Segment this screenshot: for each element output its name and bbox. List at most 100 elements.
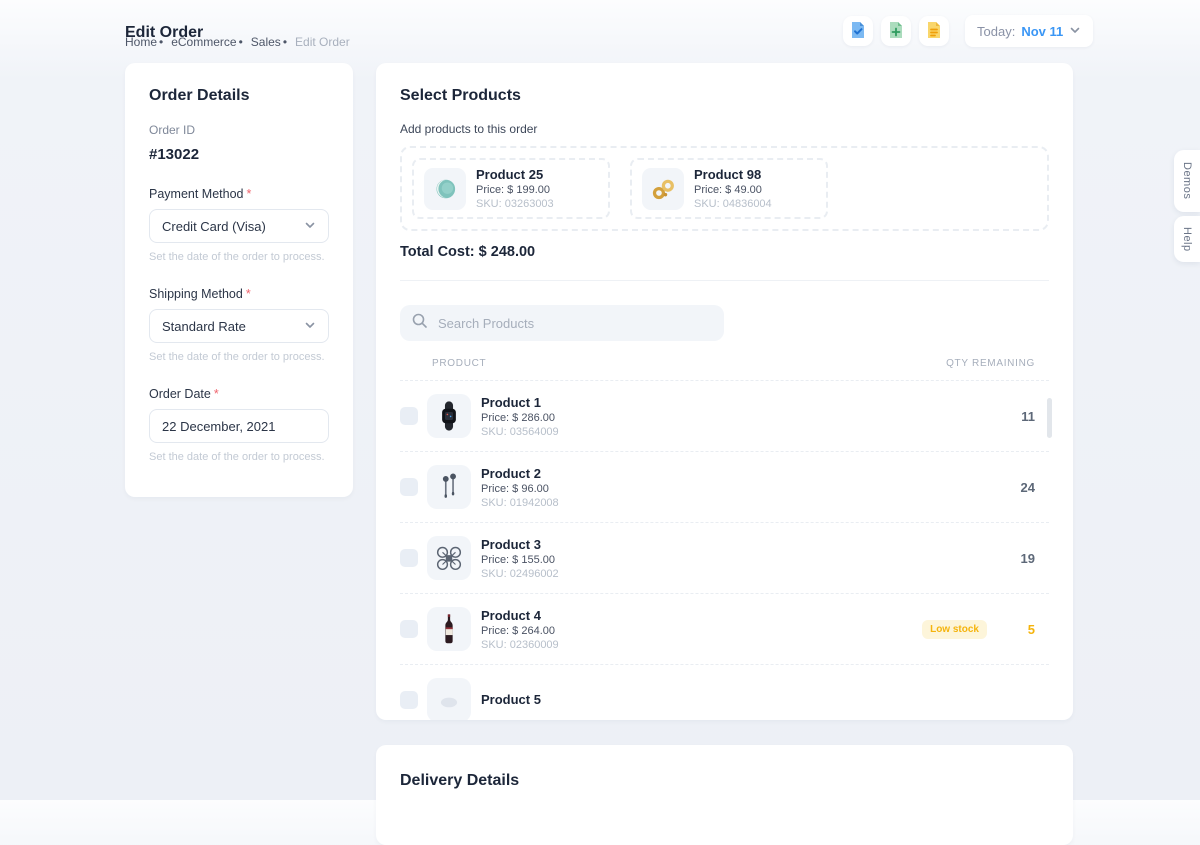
order-id-value: #13022	[149, 146, 200, 163]
breadcrumb-item[interactable]: Sales	[250, 35, 281, 49]
product-price: Price: $ 49.00	[694, 184, 762, 196]
product-search	[400, 305, 724, 341]
side-tab-help[interactable]: Help	[1174, 216, 1200, 262]
payment-method-select[interactable]: Credit Card (Visa)	[149, 209, 329, 243]
qty-remaining: 5	[1027, 621, 1035, 637]
product-row[interactable]: Product 1 Price: $ 286.00 SKU: 03564009 11	[400, 381, 1049, 452]
payment-method-label: Payment Method *	[149, 187, 252, 201]
scrollbar-thumb[interactable]	[1047, 398, 1052, 438]
product-image	[427, 536, 471, 580]
select-products-card: Select Products Add products to this ord…	[376, 63, 1073, 720]
product-image	[424, 167, 466, 210]
select-products-subtitle: Add products to this order	[400, 122, 538, 136]
required-mark: *	[213, 387, 219, 401]
product-name: Product 3	[481, 536, 541, 552]
chevron-down-icon	[304, 219, 316, 234]
product-sku: SKU: 03263003	[476, 198, 554, 210]
breadcrumb-item[interactable]: eCommerce	[171, 35, 237, 49]
product-image	[642, 167, 684, 210]
product-sku: SKU: 02496002	[481, 567, 559, 580]
required-mark: *	[246, 187, 252, 201]
product-sku: SKU: 04836004	[694, 198, 772, 210]
order-date-value: 22 December, 2021	[162, 418, 276, 434]
product-image	[427, 394, 471, 438]
order-date-field: Order Date * 22 December, 2021 Set the da…	[149, 387, 329, 463]
side-tab-label: Demos	[1181, 162, 1193, 200]
payment-method-field: Payment Method * Credit Card (Visa) Set t…	[149, 187, 329, 263]
required-mark: *	[245, 287, 251, 301]
product-row[interactable]: Product 2 Price: $ 96.00 SKU: 01942008 24	[400, 452, 1049, 523]
delivery-details-title: Delivery Details	[400, 772, 520, 789]
product-checkbox[interactable]	[400, 407, 418, 425]
page-title: Edit Order	[125, 23, 204, 41]
field-helper-text: Set the date of the order to process.	[149, 451, 325, 463]
product-price: Price: $ 155.00	[481, 553, 555, 566]
selected-products: Product 25 Price: $ 199.00 SKU: 03263003 Pr…	[400, 146, 1049, 231]
selected-product-chip[interactable]: Product 25 Price: $ 199.00 SKU: 03263003	[412, 158, 610, 219]
product-rows: Product 1 Price: $ 286.00 SKU: 03564009 11 P…	[400, 380, 1049, 720]
product-checkbox[interactable]	[400, 620, 418, 638]
topbar-actions: Today: Nov 11	[843, 15, 1094, 47]
breadcrumb-item: Edit Order	[295, 35, 350, 49]
field-helper-text: Set the date of the order to process.	[149, 251, 325, 263]
shipping-method-select[interactable]: Standard Rate	[149, 309, 329, 343]
product-row[interactable]: Product 3 Price: $ 155.00 SKU: 02496002 19	[400, 523, 1049, 594]
product-checkbox[interactable]	[400, 549, 418, 567]
search-icon	[412, 313, 427, 333]
product-row[interactable]: Product 5	[400, 665, 1049, 720]
search-input[interactable]	[436, 314, 712, 332]
product-image	[427, 607, 471, 651]
total-cost: Total Cost: $ 248.00	[400, 244, 536, 260]
table-header: PRODUCT QTY REMAINING	[400, 358, 1049, 369]
side-tab-label: Help	[1181, 226, 1193, 252]
delivery-details-card: Delivery Details	[376, 745, 1073, 845]
shipping-method-field: Shipping Method * Standard Rate Set the d…	[149, 287, 329, 363]
file-add-icon	[888, 21, 904, 42]
product-sku: SKU: 02360009	[481, 638, 559, 651]
product-name: Product 4	[481, 607, 541, 623]
product-checkbox[interactable]	[400, 478, 418, 496]
file-report-button[interactable]	[919, 16, 949, 46]
divider	[400, 280, 1049, 281]
product-name: Product 5	[481, 691, 541, 707]
column-product: PRODUCT	[432, 358, 487, 369]
chevron-down-icon	[304, 319, 316, 334]
payment-method-value: Credit Card (Visa)	[162, 218, 266, 234]
file-check-button[interactable]	[843, 16, 873, 46]
product-checkbox[interactable]	[400, 691, 418, 709]
breadcrumb-item[interactable]: Home	[125, 35, 158, 49]
product-image	[427, 678, 471, 720]
selected-date: Nov 11	[1021, 23, 1064, 39]
low-stock-badge: Low stock	[922, 619, 987, 639]
file-add-button[interactable]	[881, 16, 911, 46]
order-details-title: Order Details	[149, 87, 250, 104]
product-row[interactable]: Product 4 Price: $ 264.00 SKU: 02360009 Low…	[400, 594, 1049, 665]
select-products-title: Select Products	[400, 87, 521, 104]
product-name: Product 25	[476, 167, 544, 182]
file-check-icon	[850, 21, 866, 42]
product-price: Price: $ 286.00	[481, 411, 555, 424]
order-date-input[interactable]: 22 December, 2021	[149, 409, 329, 443]
product-name: Product 1	[481, 394, 541, 410]
qty-remaining: 11	[1021, 408, 1035, 424]
order-details-card: Order Details Order ID #13022 Payment Me…	[125, 63, 353, 497]
shipping-method-value: Standard Rate	[162, 318, 246, 334]
breadcrumb: Home • eCommerce • Sales • Edit Order	[125, 35, 350, 49]
file-report-icon	[926, 21, 942, 42]
field-helper-text: Set the date of the order to process.	[149, 351, 325, 363]
breadcrumb-separator: •	[159, 35, 164, 49]
qty-remaining: 19	[1020, 550, 1035, 566]
breadcrumb-separator: •	[238, 35, 243, 49]
product-name: Product 2	[481, 465, 541, 481]
side-tab-demos[interactable]: Demos	[1174, 150, 1200, 212]
today-label: Today:	[977, 23, 1016, 39]
order-id-label: Order ID	[149, 123, 196, 137]
product-sku: SKU: 03564009	[481, 425, 559, 438]
product-image	[427, 465, 471, 509]
date-selector[interactable]: Today: Nov 11	[965, 15, 1094, 47]
selected-product-chip[interactable]: Product 98 Price: $ 49.00 SKU: 04836004	[630, 158, 828, 219]
order-date-label: Order Date *	[149, 387, 219, 401]
product-sku: SKU: 01942008	[481, 496, 559, 509]
shipping-method-label: Shipping Method *	[149, 287, 251, 301]
chevron-down-icon	[1069, 24, 1081, 39]
